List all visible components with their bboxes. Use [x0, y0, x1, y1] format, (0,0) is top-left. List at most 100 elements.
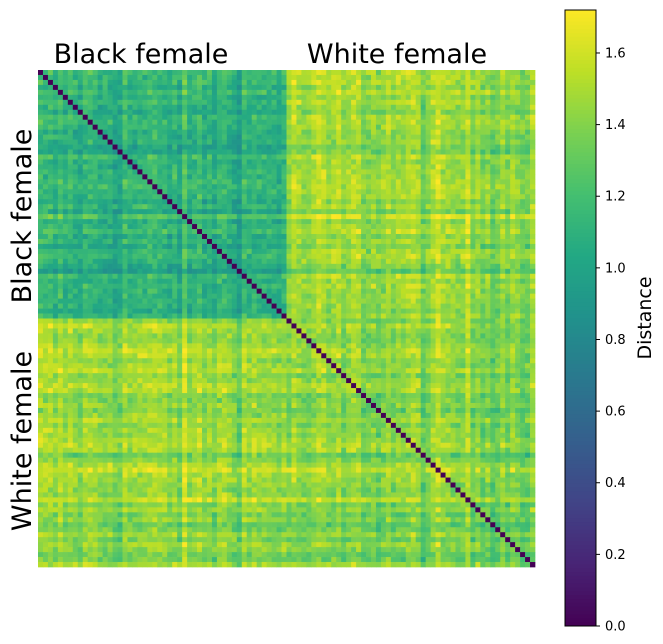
heatmap-cell: [162, 119, 168, 126]
heatmap-cell: [405, 273, 412, 280]
heatmap-cell: [495, 199, 501, 205]
heatmap-cell: [261, 263, 267, 270]
heatmap-cell: [341, 209, 347, 215]
heatmap-cell: [47, 154, 54, 160]
heatmap-cell: [216, 89, 223, 96]
heatmap-cell: [236, 288, 243, 294]
heatmap-cell: [375, 263, 382, 270]
heatmap-cell: [276, 84, 282, 91]
heatmap-cell: [395, 308, 402, 314]
heatmap-cell: [216, 129, 223, 135]
heatmap-cell: [97, 174, 103, 180]
heatmap-cell: [127, 179, 133, 185]
heatmap-cell: [530, 288, 536, 294]
heatmap-cell: [395, 224, 402, 230]
heatmap-cell: [132, 238, 138, 245]
heatmap-cell: [341, 149, 347, 155]
heatmap-cell: [251, 248, 258, 255]
heatmap-cell: [470, 238, 476, 245]
heatmap-cell: [400, 288, 407, 294]
heatmap-cell: [187, 114, 193, 121]
heatmap-cell: [420, 253, 427, 260]
heatmap-cell: [341, 119, 347, 126]
heatmap-cell: [500, 109, 506, 116]
heatmap-cell: [306, 253, 312, 260]
heatmap-cell: [410, 288, 417, 294]
heatmap-cell: [435, 179, 441, 185]
heatmap-cell: [152, 74, 158, 81]
heatmap-cell: [162, 258, 168, 265]
heatmap-cell: [395, 79, 402, 86]
heatmap-cell: [510, 70, 516, 76]
heatmap-cell: [137, 119, 143, 126]
heatmap-cell: [122, 238, 128, 245]
heatmap-cell: [445, 298, 451, 304]
heatmap-cell: [351, 189, 357, 195]
heatmap-cell: [157, 144, 163, 150]
heatmap-cell: [82, 224, 89, 230]
heatmap-cell: [112, 189, 118, 195]
heatmap-cell: [92, 298, 98, 304]
heatmap-cell: [530, 238, 536, 245]
heatmap-cell: [505, 159, 511, 165]
heatmap-cell: [67, 179, 74, 185]
heatmap-cell: [226, 164, 233, 170]
heatmap-cell: [475, 253, 481, 260]
heatmap-cell: [520, 109, 526, 116]
heatmap-cell: [177, 288, 183, 294]
heatmap-cell: [361, 263, 367, 270]
heatmap-cell: [291, 303, 297, 309]
heatmap-cell: [296, 224, 302, 230]
heatmap-cell: [261, 243, 267, 250]
heatmap-cell: [306, 303, 312, 309]
heatmap-cell: [157, 104, 163, 111]
heatmap-cell: [420, 134, 427, 140]
heatmap-cell: [510, 154, 516, 160]
heatmap-cell: [42, 109, 49, 116]
heatmap-cell: [485, 70, 491, 76]
heatmap-cell: [47, 179, 54, 185]
heatmap-cell: [167, 293, 173, 299]
heatmap-cell: [231, 89, 238, 96]
heatmap-cell: [321, 179, 327, 185]
heatmap-cell: [370, 308, 377, 314]
heatmap-cell: [530, 268, 536, 275]
heatmap-cell: [336, 199, 342, 205]
heatmap-cell: [271, 273, 277, 280]
heatmap-cell: [202, 263, 208, 270]
heatmap-cell: [202, 214, 208, 220]
heatmap-cell: [167, 283, 173, 290]
heatmap-cell: [107, 109, 113, 116]
heatmap-cell: [525, 278, 531, 285]
heatmap-cell: [505, 313, 511, 319]
heatmap-cell: [192, 224, 198, 230]
heatmap-cell: [400, 144, 407, 150]
heatmap-cell: [420, 194, 427, 200]
heatmap-cell: [480, 263, 486, 270]
heatmap-cell: [505, 174, 511, 180]
heatmap-cell: [246, 243, 253, 250]
heatmap-cell: [356, 248, 362, 255]
heatmap-cell: [137, 219, 143, 225]
heatmap-cell: [187, 164, 193, 170]
heatmap-cell: [331, 273, 337, 280]
heatmap-cell: [420, 129, 427, 135]
heatmap-cell: [341, 164, 347, 170]
heatmap-cell: [331, 119, 337, 126]
heatmap-cell: [351, 243, 357, 250]
heatmap-cell: [465, 219, 471, 225]
heatmap-cell: [187, 243, 193, 250]
heatmap-cell: [291, 104, 297, 111]
heatmap-cell: [107, 119, 113, 126]
heatmap-cell: [316, 229, 322, 235]
heatmap-cell: [142, 114, 148, 121]
heatmap-cell: [92, 288, 98, 294]
heatmap-cell: [72, 253, 79, 260]
heatmap-cell: [336, 159, 342, 165]
heatmap-cell: [356, 234, 362, 240]
heatmap-cell: [530, 89, 536, 96]
heatmap-cell: [122, 234, 128, 240]
heatmap-cell: [430, 159, 436, 165]
heatmap-cell: [271, 263, 277, 270]
heatmap-cell: [266, 258, 272, 265]
